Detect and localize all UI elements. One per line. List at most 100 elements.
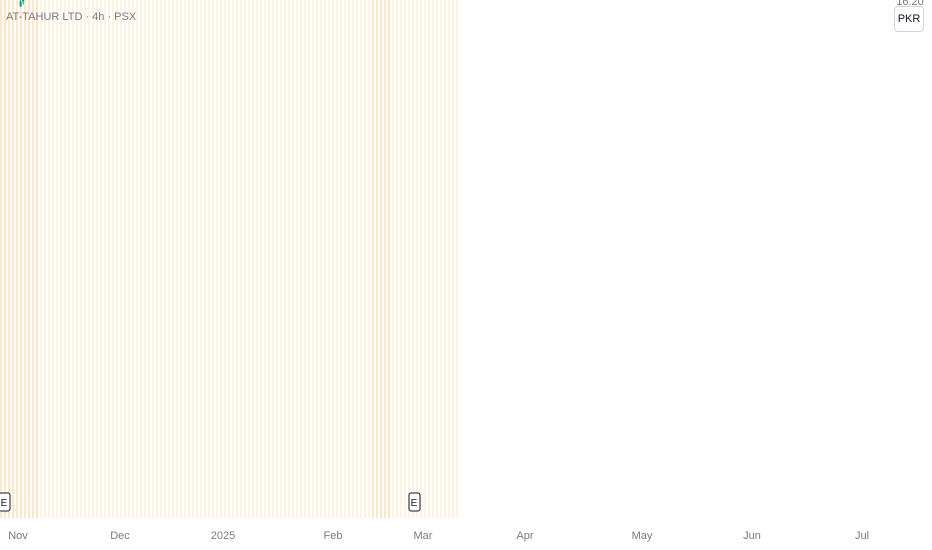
session-stripe xyxy=(60,0,62,518)
session-stripe xyxy=(208,0,210,518)
session-stripe xyxy=(440,0,442,518)
earnings-marker xyxy=(0,492,11,512)
session-stripe xyxy=(152,0,154,518)
session-stripe xyxy=(312,0,314,518)
session-stripe xyxy=(176,0,178,518)
x-tick-label: Mar xyxy=(414,530,433,542)
session-stripe xyxy=(88,0,90,518)
session-stripe xyxy=(68,0,70,518)
session-stripe xyxy=(332,0,334,518)
session-stripe xyxy=(392,0,394,518)
session-stripe xyxy=(420,0,422,518)
session-stripe xyxy=(216,0,218,518)
session-stripe xyxy=(148,0,150,518)
session-stripe xyxy=(296,0,298,518)
session-stripe xyxy=(432,0,434,518)
x-tick-label: Jun xyxy=(743,530,761,542)
price-axis[interactable]: 56.0048.0043.0037.0033.0029.0026.0023.00… xyxy=(896,0,924,8)
session-stripe xyxy=(356,0,358,518)
session-stripe xyxy=(448,0,450,518)
session-stripe xyxy=(132,0,134,518)
session-stripe xyxy=(164,0,166,518)
session-stripe xyxy=(276,0,278,518)
session-stripe xyxy=(256,0,258,518)
session-background xyxy=(0,0,458,518)
candle-body xyxy=(19,1,22,7)
session-stripe xyxy=(116,0,118,518)
session-stripe xyxy=(284,0,286,518)
session-stripe xyxy=(336,0,338,518)
session-stripe xyxy=(40,0,42,518)
session-stripe xyxy=(144,0,146,518)
session-stripe xyxy=(92,0,94,518)
x-tick-label: Dec xyxy=(110,530,130,542)
session-stripe xyxy=(220,0,222,518)
session-stripe xyxy=(128,0,130,518)
session-stripe xyxy=(72,0,74,518)
x-tick-label: 2025 xyxy=(211,530,235,542)
session-stripe xyxy=(56,0,58,518)
session-stripe xyxy=(372,0,374,518)
session-stripe xyxy=(352,0,354,518)
session-stripe xyxy=(76,0,78,518)
session-stripe xyxy=(412,0,414,518)
session-stripe xyxy=(100,0,102,518)
session-stripe xyxy=(260,0,262,518)
session-stripe xyxy=(304,0,306,518)
x-tick-label: Apr xyxy=(516,530,533,542)
session-stripe xyxy=(80,0,82,518)
session-stripe xyxy=(160,0,162,518)
session-stripe xyxy=(204,0,206,518)
session-stripe xyxy=(300,0,302,518)
session-stripe xyxy=(4,0,6,518)
x-tick-label: May xyxy=(632,530,653,542)
session-stripe xyxy=(360,0,362,518)
session-stripe xyxy=(428,0,430,518)
earnings-marker xyxy=(408,492,421,512)
session-stripe xyxy=(140,0,142,518)
session-stripe xyxy=(20,0,22,518)
time-axis[interactable]: Nov Dec 2025 Feb Mar Apr May Jun Jul xyxy=(8,530,869,542)
session-stripe xyxy=(232,0,234,518)
session-stripe xyxy=(104,0,106,518)
session-stripe xyxy=(36,0,38,518)
earnings-marker-label: E xyxy=(1,498,8,509)
session-stripe xyxy=(196,0,198,518)
session-stripe xyxy=(200,0,202,518)
session-stripe xyxy=(156,0,158,518)
x-tick-label: Jul xyxy=(855,530,869,542)
session-stripe xyxy=(264,0,266,518)
currency-button[interactable]: PKR xyxy=(894,6,924,32)
session-stripe xyxy=(28,0,30,518)
session-stripe xyxy=(348,0,350,518)
session-stripe xyxy=(444,0,446,518)
earnings-marker-label: E xyxy=(411,498,418,509)
session-stripe xyxy=(48,0,50,518)
session-stripe xyxy=(136,0,138,518)
session-stripe xyxy=(344,0,346,518)
session-stripe xyxy=(316,0,318,518)
session-stripe xyxy=(24,0,26,518)
session-stripe xyxy=(168,0,170,518)
x-tick-label: Nov xyxy=(8,530,28,542)
session-stripe xyxy=(84,0,86,518)
session-stripe xyxy=(8,0,10,518)
session-stripe xyxy=(408,0,410,518)
session-stripe xyxy=(308,0,310,518)
session-stripe xyxy=(64,0,66,518)
session-stripe xyxy=(112,0,114,518)
session-stripe xyxy=(416,0,418,518)
session-stripe xyxy=(12,0,14,518)
session-stripe xyxy=(404,0,406,518)
session-stripe xyxy=(400,0,402,518)
session-stripe xyxy=(212,0,214,518)
session-stripe xyxy=(244,0,246,518)
session-stripe xyxy=(224,0,226,518)
session-stripe xyxy=(292,0,294,518)
session-stripe xyxy=(320,0,322,518)
session-stripe xyxy=(340,0,342,518)
session-stripe xyxy=(280,0,282,518)
session-stripe xyxy=(248,0,250,518)
